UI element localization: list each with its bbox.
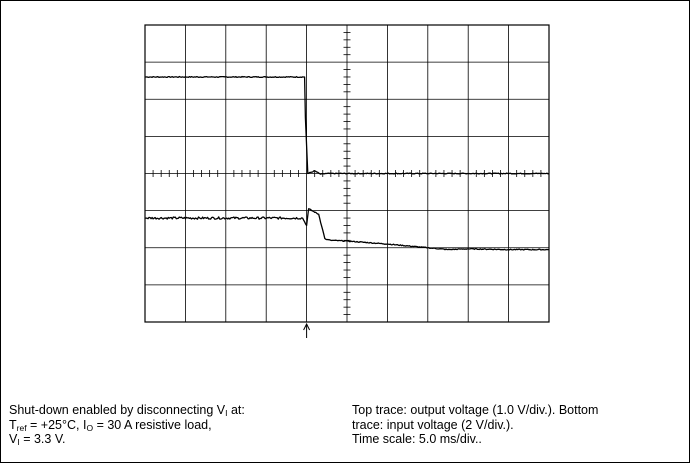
caption-traces-line3: Time scale: 5.0 ms/div.. — [352, 432, 482, 446]
trace-output-voltage — [145, 75, 550, 175]
trigger-arrow-head — [303, 322, 311, 331]
caption-traces-line2: trace: input voltage (2 V/div.). — [352, 417, 514, 432]
caption-conditions-line3: VI = 3.3 V. — [9, 432, 66, 447]
caption-conditions: Shut-down enabled by disconnecting VI at… — [9, 403, 245, 447]
caption-traces: Top trace: output voltage (1.0 V/div.). … — [352, 403, 598, 447]
center-axis-ticks — [152, 32, 542, 315]
caption-conditions-line2: Tref = +25°C, IO = 30 A resistive load, — [9, 417, 212, 433]
trace-input-voltage — [145, 208, 549, 251]
caption-conditions-line1: Shut-down enabled by disconnecting VI at… — [9, 403, 245, 418]
caption-traces-line1: Top trace: output voltage (1.0 V/div.). … — [352, 403, 599, 417]
traces — [145, 75, 550, 251]
trigger-marker — [303, 322, 311, 338]
